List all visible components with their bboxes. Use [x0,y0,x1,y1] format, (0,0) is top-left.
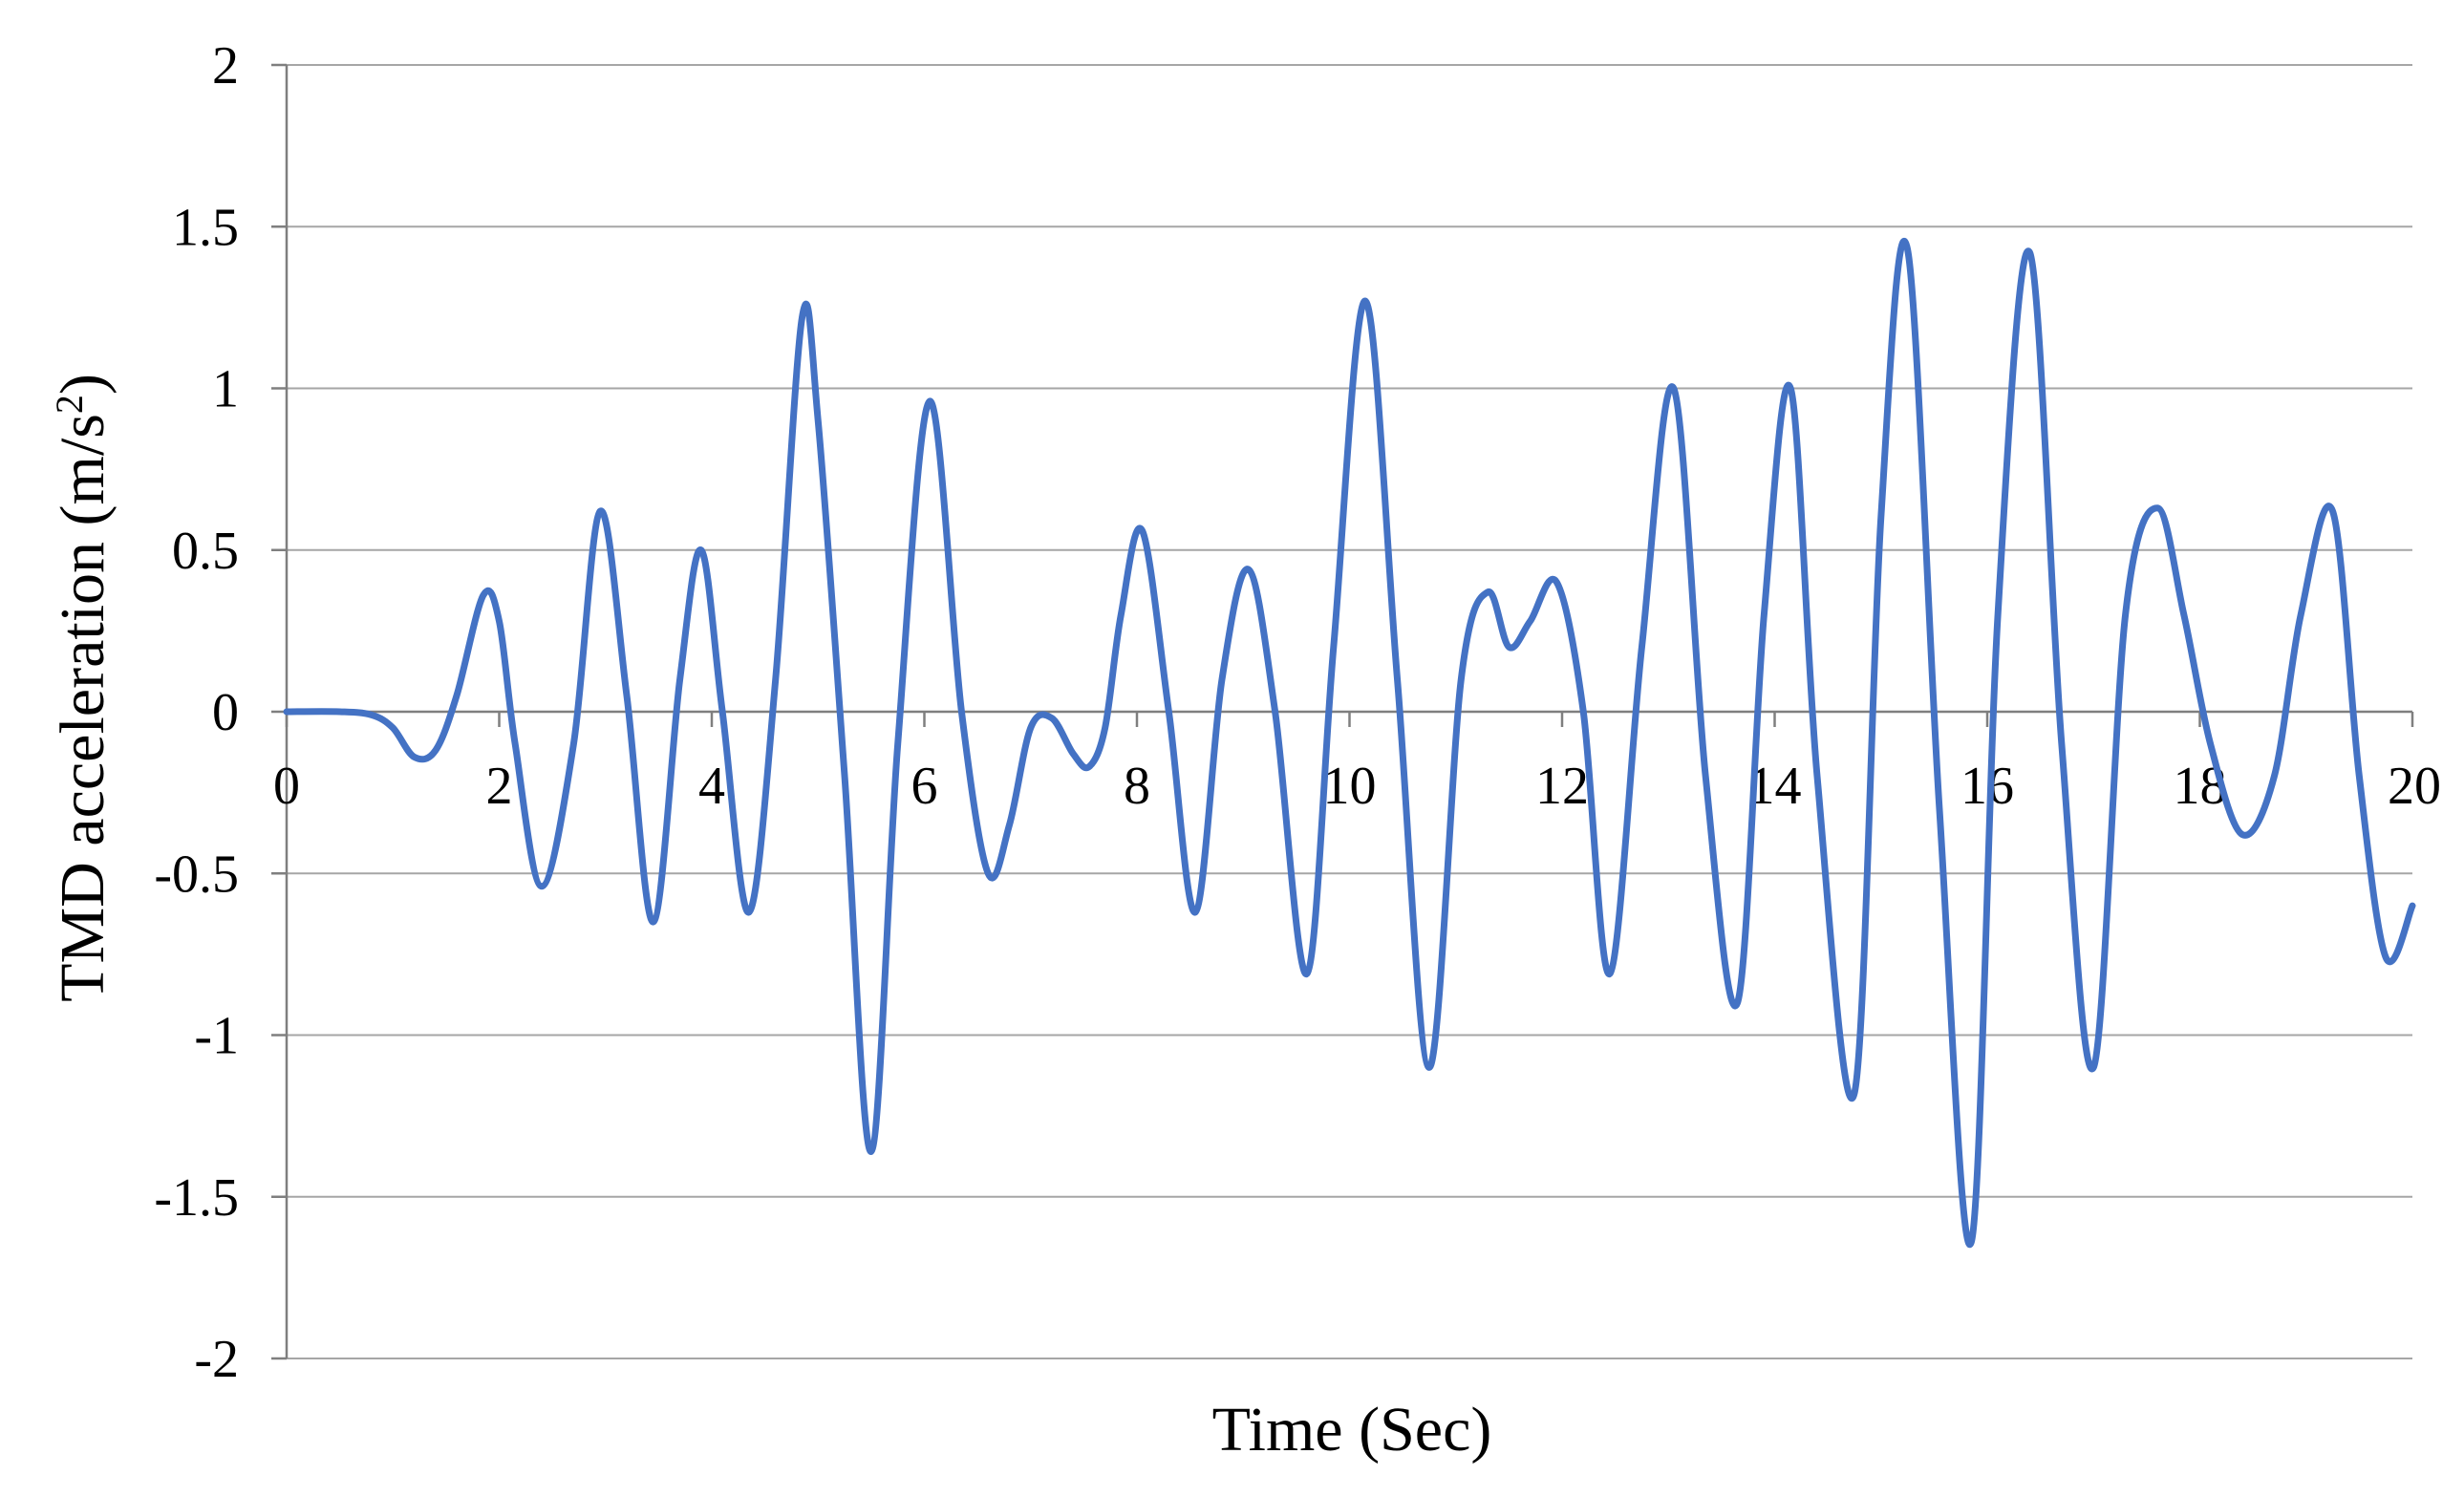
y-axis-title-main: TMD acceleration (m/s [48,414,118,1002]
y-axis-title-sup: 2 [48,395,91,414]
y-tick-label: 0.5 [172,522,239,581]
x-tick-label: 12 [1535,757,1589,816]
series-layer [283,237,2416,1249]
y-axis-title: TMD acceleration (m/s2) [48,374,118,1002]
x-tick-label: 6 [911,757,938,816]
x-tick-label: 20 [2388,757,2441,816]
axes [271,63,2414,1360]
y-axis-title-end: ) [48,374,118,395]
x-axis-title: Time (Sec) [1212,1395,1492,1465]
y-tick-label: -1.5 [154,1168,239,1228]
y-tick-labels: 2 1.5 1 0.5 0 -0.5 -1 -1.5 -2 [154,36,239,1389]
x-tick-label: 0 [273,757,300,816]
y-tick-label: -0.5 [154,845,239,904]
y-tick-label: 2 [212,36,239,96]
x-tick-label: 8 [1124,757,1150,816]
y-tick-label: 1.5 [172,198,239,257]
x-tick-label: 10 [1323,757,1377,816]
y-tick-label: -2 [194,1330,239,1389]
y-tick-label: 1 [212,360,239,419]
series-line [283,237,2416,1249]
x-tick-label: 2 [486,757,513,816]
y-tick-label: 0 [212,683,239,742]
x-tick-label: 4 [698,757,725,816]
y-tick-label: -1 [194,1007,239,1066]
x-tick-labels: 0 2 4 6 8 10 12 14 16 18 20 [273,757,2441,816]
